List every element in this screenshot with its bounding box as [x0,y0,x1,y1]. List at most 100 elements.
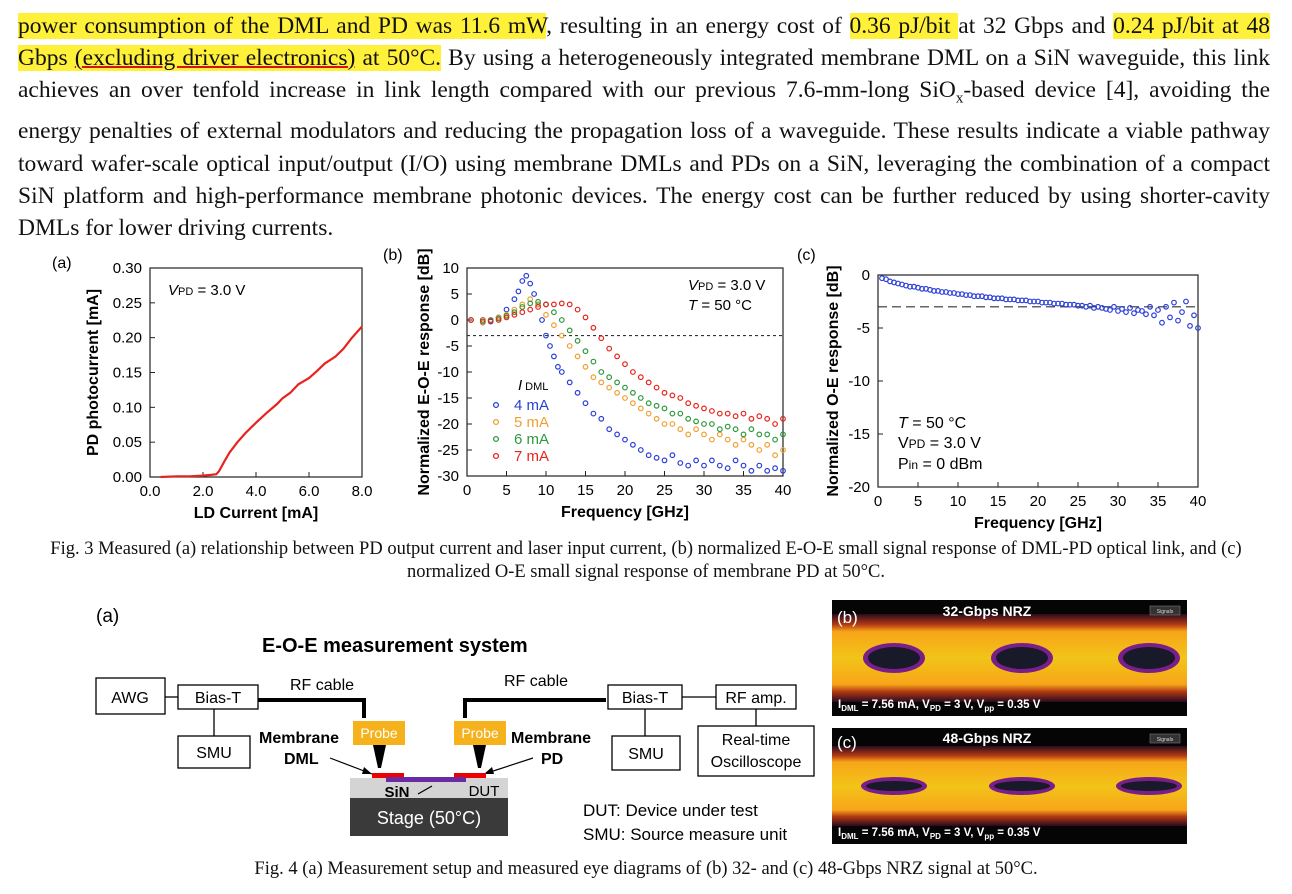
data-point [677,460,684,466]
data-point [1187,322,1193,329]
y-tick-label: 0.10 [113,399,142,416]
y-tick-label: 0 [862,267,870,284]
y-tick-label: 0.30 [113,260,142,277]
stage-label: Stage (50°C) [377,808,481,828]
data-point [637,374,644,381]
data-point [685,415,692,422]
x-tick-label: 20 [617,482,634,499]
data-point [716,410,723,417]
body-paragraph: power consumption of the DML and PD was … [18,10,1271,244]
data-point [1127,304,1133,311]
y-tick-label: -25 [437,442,459,459]
data-point [637,405,644,412]
dml-electrode [372,773,404,778]
data-point [772,465,778,472]
data-point [716,462,723,469]
text-run: at 32 Gbps and [958,13,1114,39]
data-point [748,441,755,448]
data-point [566,327,573,334]
data-point [724,436,731,443]
eye-opening [866,781,922,791]
data-point [677,426,684,433]
y-tick-label: 0.00 [113,469,142,486]
data-point [527,306,534,313]
y-tick-label: 10 [442,260,459,277]
oscilloscope-box [697,725,815,777]
data-point [566,343,573,349]
eye-b-signals-button[interactable] [1149,605,1181,616]
data-point [645,400,652,407]
membrane-dml-label-1: Membrane [259,730,339,747]
data-point [574,337,581,344]
legend-entry: 4 mA [514,397,549,414]
data-point [503,314,510,321]
y-tick-label: -10 [848,373,870,390]
annotation-temp: T = 50 °C [898,415,966,432]
data-point [519,304,526,310]
data-point [598,415,605,422]
data-point [574,353,581,360]
data-point [1179,309,1185,315]
data-point [1019,297,1025,304]
data-point [598,379,605,386]
data-point [780,467,786,474]
data-point [772,421,778,427]
highlight-temp: at 50°C. [355,45,442,72]
data-point [551,322,557,329]
legend-marker [492,401,500,409]
y-tick-label: -30 [437,468,459,485]
data-point [511,306,518,313]
legend-dut: DUT: Device under test [583,801,758,820]
data-point [764,467,771,474]
data-point [1155,307,1161,313]
data-point [539,317,545,323]
data-point [519,309,526,316]
data-point [582,400,589,407]
data-point [519,278,526,284]
data-point [582,363,589,370]
smu-right-label: SMU [628,746,664,763]
bias-t-right-box [607,684,683,710]
data-point [724,465,731,472]
data-point [661,389,668,396]
data-point [468,317,474,323]
eye-c-signals-button[interactable] [1149,733,1181,744]
data-point [543,332,549,339]
probe-right [454,721,506,745]
data-point [543,301,549,308]
data-point [582,348,589,355]
x-tick-label: 15 [577,482,594,499]
annotation-vpd: VPD = 3.0 V [898,435,981,452]
data-point [677,410,684,417]
data-point [622,361,628,368]
data-point [531,291,537,297]
data-point [630,369,636,375]
data-point [614,431,620,438]
x-tick-label: 10 [950,493,967,510]
data-point [693,418,699,425]
data-point [716,426,723,433]
membrane-pd-label-1: Membrane [511,730,591,747]
data-point [756,447,763,453]
data-point [780,431,786,438]
data-point [716,431,723,438]
eye-diagram-48g: (c) 48-Gbps NRZ Signals IDML = 7.56 mA, … [832,728,1187,844]
data-point [1143,311,1149,318]
data-point [590,410,597,417]
eye-b-title: 32-Gbps NRZ [943,603,1032,619]
data-point [693,402,699,409]
sin-label: SiN [384,784,409,801]
y-tick-label: 5 [451,286,459,303]
data-point [487,318,494,324]
data-point [503,306,510,313]
data-point [732,457,739,464]
legend-marker [492,435,500,443]
data-point [701,462,707,469]
rf-cable-label-left: RF cable [290,677,354,694]
x-tick-label: 25 [1070,493,1087,510]
data-point [1123,309,1129,315]
figure-3: (a) 0.0 2.0 4.0 6.0 8.0 0.00 0.05 0.10 0.15 0.20 0.… [52,247,1206,532]
data-point [653,402,660,409]
y-tick-label: -20 [848,479,870,496]
data-point [1163,303,1169,310]
